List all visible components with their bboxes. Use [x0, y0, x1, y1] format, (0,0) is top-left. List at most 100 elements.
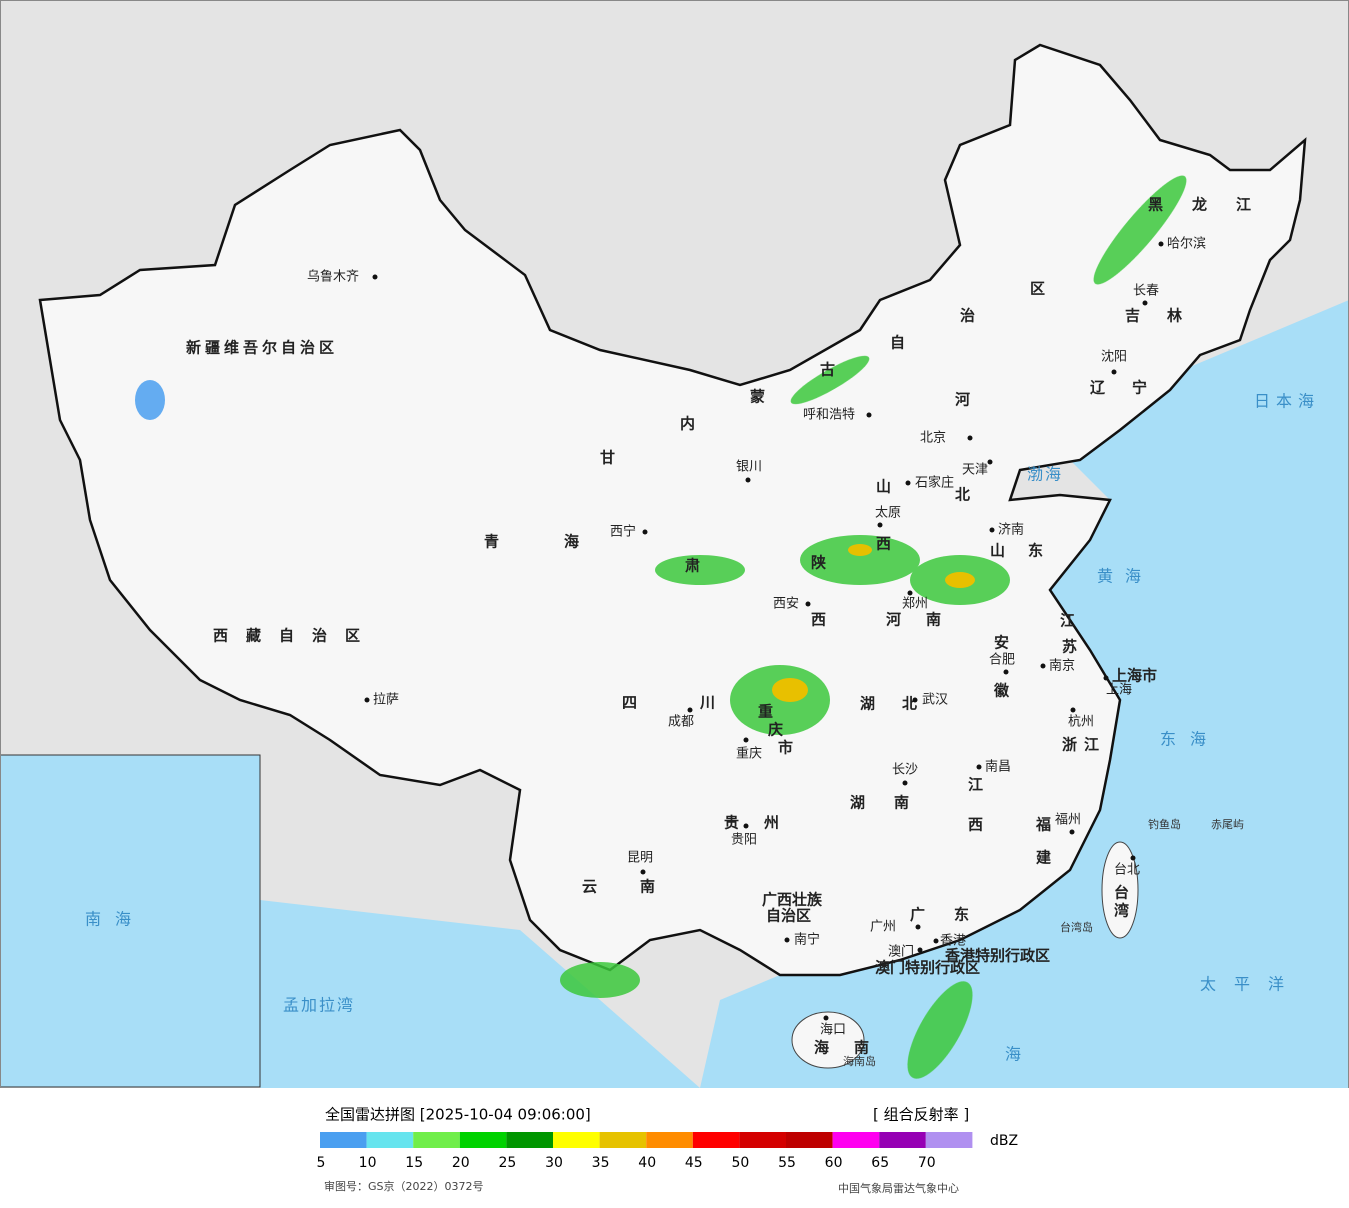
island-label: 钓鱼岛	[1148, 817, 1181, 831]
legend-swatch	[459, 1132, 507, 1148]
city-dot	[917, 947, 923, 953]
legend-tick: 5	[317, 1155, 326, 1171]
city-label: 贵阳	[731, 833, 757, 848]
city-dot	[364, 697, 370, 703]
sea-label: 太平洋	[1200, 975, 1284, 994]
legend-swatch	[832, 1132, 880, 1148]
city-label: 台北	[1114, 863, 1140, 878]
legend-swatch	[925, 1132, 973, 1148]
city-label: 太原	[875, 506, 901, 521]
sea-label: 日本海	[1254, 392, 1314, 411]
legend-tick: 65	[871, 1155, 889, 1171]
city-label: 南京	[1049, 658, 1075, 674]
city-dot	[642, 529, 648, 535]
city-dot	[743, 737, 749, 743]
city-label: 长沙	[892, 763, 918, 778]
legend-tick: 70	[918, 1155, 936, 1171]
city-dot	[976, 764, 982, 770]
radar-echoes-strong	[772, 544, 975, 702]
city-label: 济南	[998, 522, 1024, 538]
south-china-sea-inset	[0, 754, 261, 1088]
city-label: 福州	[1055, 813, 1081, 828]
city-dot	[1069, 829, 1075, 835]
legend-swatch	[646, 1132, 693, 1148]
legend-tick: 10	[359, 1155, 377, 1171]
legend-swatch	[739, 1132, 786, 1148]
city-label: 北京	[920, 431, 946, 446]
city-label: 呼和浩特	[803, 408, 855, 423]
province-label: 西藏自治区	[213, 627, 360, 645]
city-dot	[640, 869, 646, 875]
legend-swatch	[599, 1132, 647, 1148]
city-label: 银川	[736, 460, 762, 475]
city-label: 拉萨	[373, 693, 399, 708]
legend-tick: 35	[592, 1155, 610, 1171]
city-dot	[687, 707, 693, 713]
city-label: 重庆	[736, 746, 762, 762]
city-label: 澳门	[888, 944, 914, 960]
china-land	[38, 43, 1307, 977]
city-label: 郑州	[902, 597, 928, 612]
legend-swatch	[692, 1132, 740, 1148]
legend-title: 全国雷达拼图 [2025-10-04 09:06:00]	[325, 1106, 591, 1124]
city-dot	[905, 480, 911, 486]
city-dot	[1070, 707, 1076, 713]
island-label: 海南岛	[843, 1054, 876, 1068]
province-label: 上海市	[1112, 667, 1157, 685]
city-label: 成都	[668, 715, 694, 730]
city-dot	[967, 435, 973, 441]
agency: 中国气象局雷达气象中心	[838, 1181, 959, 1195]
city-label: 西安	[773, 597, 799, 612]
province-label: 台湾	[1114, 884, 1129, 920]
city-dot	[912, 697, 918, 703]
city-dot	[784, 937, 790, 943]
legend-tick: 15	[405, 1155, 423, 1171]
city-dot	[933, 938, 939, 944]
city-label: 沈阳	[1101, 350, 1127, 365]
taiwan	[1101, 841, 1139, 939]
legend-swatch	[553, 1132, 600, 1148]
province-label: 香港特别行政区	[945, 947, 1050, 965]
city-label: 乌鲁木齐	[307, 269, 359, 285]
city-label: 西宁	[610, 524, 636, 540]
legend-tick: 40	[638, 1155, 656, 1171]
city-dot	[987, 459, 993, 465]
legend-tick: 50	[731, 1155, 749, 1171]
hainan	[791, 1011, 865, 1069]
province-label: 广西壮族	[762, 891, 823, 909]
city-dot	[743, 823, 749, 829]
unit: dBZ	[990, 1133, 1018, 1149]
city-dot	[989, 527, 995, 533]
city-label: 合肥	[989, 653, 1015, 668]
city-label: 南宁	[794, 932, 820, 948]
city-dot	[1103, 675, 1109, 681]
legend-tick: 60	[825, 1155, 843, 1171]
city-dot	[823, 1015, 829, 1021]
legend-tick: 20	[452, 1155, 470, 1171]
city-dot	[1111, 369, 1117, 375]
city-label: 长春	[1133, 284, 1159, 299]
island-label: 台湾岛	[1060, 920, 1093, 934]
product-name: [ 组合反射率 ]	[873, 1106, 969, 1124]
city-dot	[1040, 663, 1046, 669]
sea-label: 海	[1005, 1045, 1021, 1064]
city-dot	[915, 924, 921, 930]
city-dot	[907, 590, 913, 596]
sea-west	[260, 900, 700, 1088]
city-dot	[372, 274, 378, 280]
city-label: 石家庄	[915, 475, 954, 491]
city-label: 广州	[870, 920, 896, 935]
city-label: 天津	[962, 463, 988, 478]
legend-tick: 30	[545, 1155, 563, 1171]
legend-swatch	[506, 1132, 553, 1148]
city-dot	[902, 780, 908, 786]
city-dot	[866, 412, 872, 418]
city-dot	[1142, 300, 1148, 306]
province-label: 自治区	[766, 907, 811, 925]
city-label: 昆明	[627, 851, 653, 866]
province-label: 澳门特别行政区	[875, 959, 980, 977]
radar-echoes	[109, 175, 1187, 1079]
city-dot	[1003, 669, 1009, 675]
legend-swatch	[413, 1132, 460, 1148]
